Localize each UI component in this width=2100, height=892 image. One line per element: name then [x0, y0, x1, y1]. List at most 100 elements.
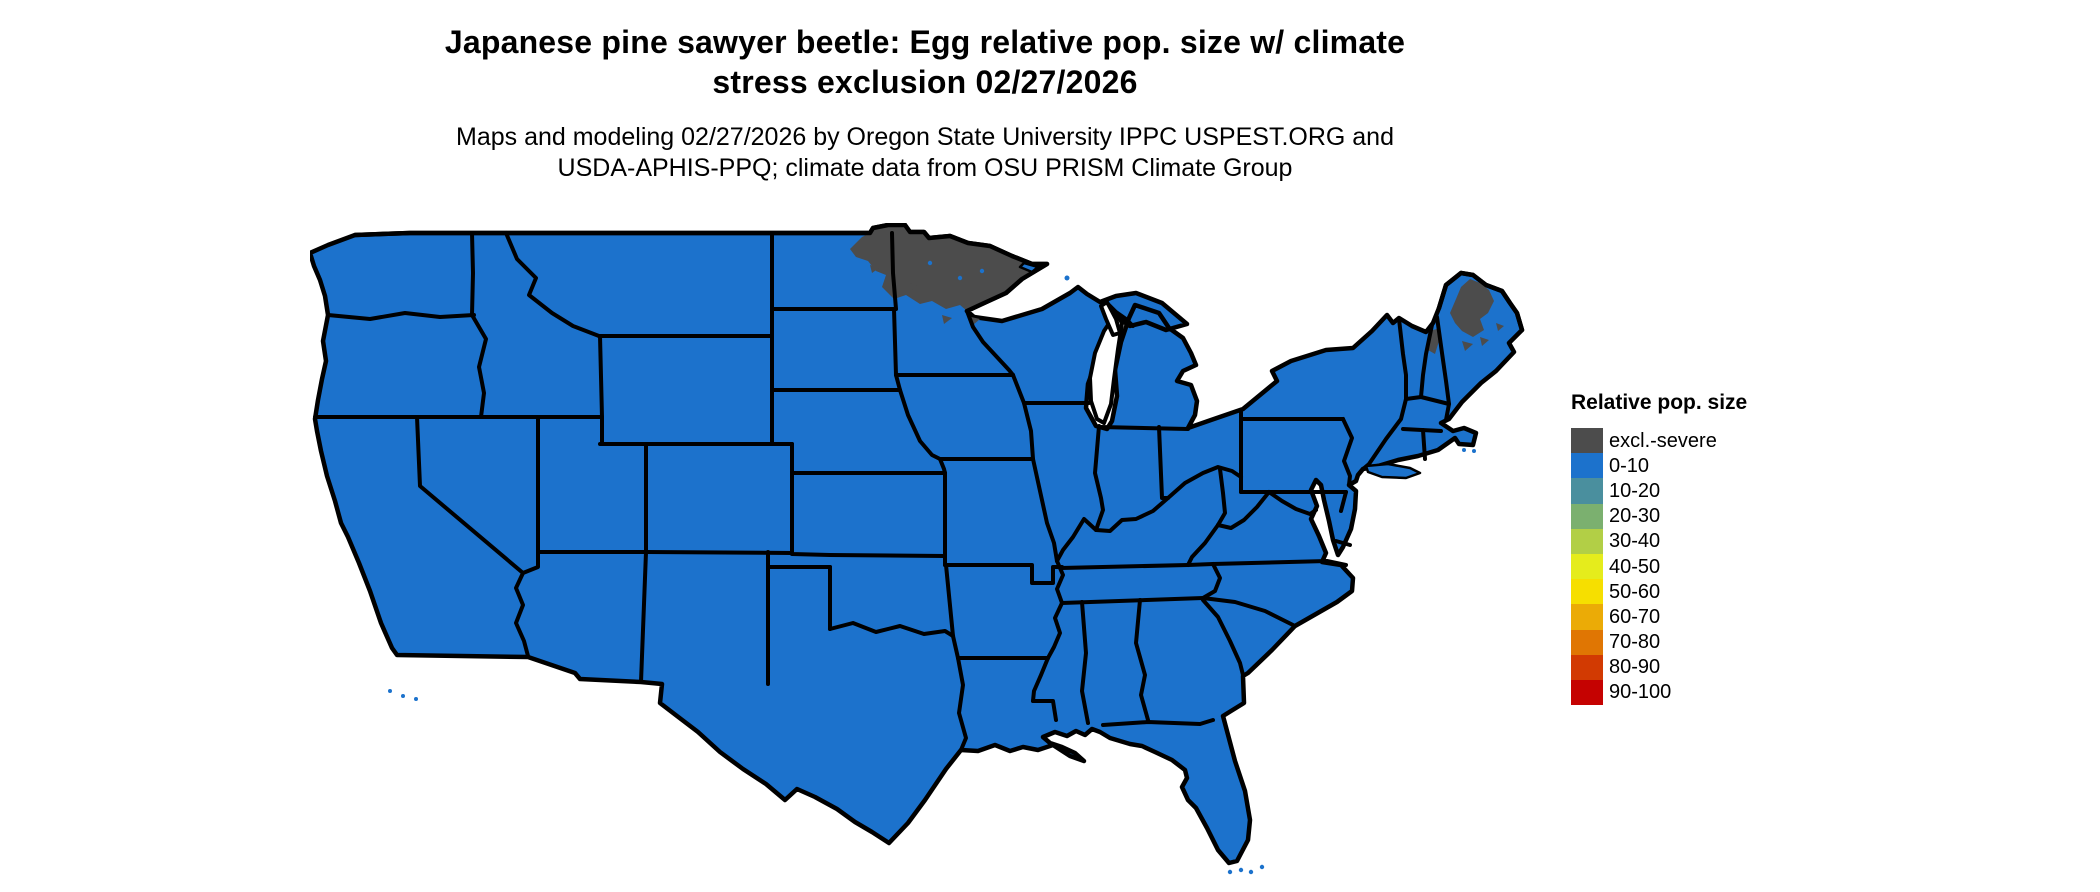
- map-title: Japanese pine sawyer beetle: Egg relativ…: [310, 22, 1540, 102]
- green-bay: [1099, 300, 1122, 337]
- border-az-nm: [639, 550, 648, 684]
- canada-border-line: [352, 223, 1050, 314]
- border-id-mt: [504, 231, 601, 338]
- exclusion-speck: [910, 283, 921, 294]
- florida-key: [1238, 867, 1244, 873]
- border-nd-mn: [890, 231, 898, 311]
- legend-label: 10-20: [1609, 479, 1661, 502]
- border-wa-or: [326, 311, 476, 321]
- border-ky-va: [1186, 523, 1220, 567]
- legend-row: 70-80: [1571, 629, 1747, 655]
- legend-swatch-60-70: [1571, 604, 1603, 630]
- legend-row: 60-70: [1571, 604, 1747, 630]
- florida-key: [1259, 864, 1265, 870]
- border-ga-sc: [1201, 598, 1245, 677]
- legend-label: 60-70: [1609, 605, 1661, 628]
- map-subtitle: Maps and modeling 02/27/2026 by Oregon S…: [310, 122, 1540, 184]
- map-title-line2: stress exclusion 02/27/2026: [712, 64, 1138, 100]
- border-wv-va: [1216, 490, 1271, 530]
- legend-swatch-0-10: [1571, 453, 1603, 479]
- border-me-nh: [1435, 315, 1451, 422]
- border-nv-az: [521, 550, 540, 575]
- border-delaware-river: [1341, 417, 1354, 487]
- border-mississippi-river-upper: [1011, 373, 1059, 563]
- legend-label: 30-40: [1609, 530, 1661, 553]
- border-va-nc: [1211, 559, 1348, 567]
- border-wi-mi: [1104, 300, 1135, 328]
- us-risk-map: [310, 223, 1560, 881]
- border-de-md: [1339, 490, 1348, 513]
- islands: [361, 245, 1476, 875]
- border-ohio-river: [1055, 465, 1243, 563]
- border-ky-tn: [1059, 563, 1190, 570]
- border-tn-nc: [1201, 562, 1222, 600]
- legend-label: 0-10: [1609, 454, 1650, 477]
- legend: Relative pop. size excl.-severe 0-10 10-…: [1571, 391, 1748, 706]
- border-tn-south: [1060, 596, 1205, 605]
- exclusion-speck: [1496, 323, 1504, 331]
- border-mo-ar: [943, 563, 1064, 585]
- border-ny-east: [1361, 317, 1408, 471]
- florida-key: [1227, 869, 1233, 875]
- border-nc-sc: [1201, 596, 1297, 628]
- border-ga-al: [1134, 598, 1150, 722]
- border-ok-ar: [944, 563, 955, 638]
- legend-row: 80-90: [1571, 654, 1747, 680]
- exclusion-minnesota-north-dakota: [850, 225, 1047, 311]
- exclusion-speck: [1462, 341, 1473, 351]
- legend-swatch-20-30: [1571, 503, 1603, 529]
- border-ct-ri: [1421, 428, 1427, 461]
- legend-swatch-70-80: [1571, 629, 1603, 655]
- legend-label: 40-50: [1609, 555, 1661, 578]
- border-mississippi-river-lower: [1031, 559, 1065, 703]
- marthas-vineyard-island: [1472, 449, 1476, 453]
- legend-swatch-excl-severe: [1571, 428, 1603, 454]
- border-ky-wv: [1216, 467, 1227, 527]
- border-in-oh: [1157, 425, 1170, 500]
- state-borders: [313, 231, 1451, 752]
- exclusion-overlay: [850, 225, 1504, 354]
- border-id-wy: [598, 334, 604, 419]
- us-map-svg: [310, 223, 1525, 875]
- san-juan-island: [361, 245, 365, 249]
- legend-swatch-80-90: [1571, 654, 1603, 680]
- border-al-ms: [1080, 600, 1090, 725]
- border-missouri-river: [894, 373, 947, 475]
- border-ms-la: [1031, 699, 1058, 722]
- channel-island: [401, 694, 405, 698]
- map-title-line1: Japanese pine sawyer beetle: Egg relativ…: [444, 24, 1406, 60]
- legend-swatch-90-100: [1571, 679, 1603, 706]
- map-subtitle-line1: Maps and modeling 02/27/2026 by Oregon S…: [456, 123, 1394, 151]
- legend-label: 50-60: [1609, 580, 1661, 603]
- border-il-in: [1093, 424, 1105, 532]
- border-ar-tx: [951, 634, 960, 660]
- lake-dot: [979, 268, 985, 274]
- lake-michigan: [1088, 311, 1124, 425]
- border-mi-in-oh: [1099, 425, 1190, 431]
- legend-label: 20-30: [1609, 505, 1661, 528]
- exclusion-speck: [870, 265, 879, 273]
- exclusion-speck: [942, 315, 952, 324]
- legend-title: Relative pop. size: [1571, 391, 1748, 414]
- border-red-river: [828, 621, 955, 638]
- border-md-va-peninsula: [1334, 539, 1352, 547]
- border-tx-la: [956, 656, 968, 752]
- maine-border-line: [1436, 270, 1525, 333]
- exclusion-speck: [1480, 337, 1489, 346]
- legend-swatch-30-40: [1571, 528, 1603, 554]
- apostle-island: [1064, 275, 1070, 281]
- legend-row: 10-20: [1571, 478, 1747, 504]
- great-lakes: [1088, 300, 1124, 425]
- legend-row: 40-50: [1571, 553, 1747, 580]
- legend-row: excl.-severe: [1571, 428, 1747, 454]
- legend-row: 20-30: [1571, 503, 1747, 529]
- us-landmass: [310, 223, 1525, 866]
- legend-label: 70-80: [1609, 631, 1661, 654]
- legend-row: 90-100: [1571, 679, 1747, 706]
- nantucket-island: [1462, 448, 1466, 452]
- legend-label: excl.-severe: [1609, 429, 1717, 452]
- channel-island: [388, 689, 392, 693]
- legend-swatch-40-50: [1571, 553, 1603, 580]
- legend-label: 80-90: [1609, 656, 1661, 679]
